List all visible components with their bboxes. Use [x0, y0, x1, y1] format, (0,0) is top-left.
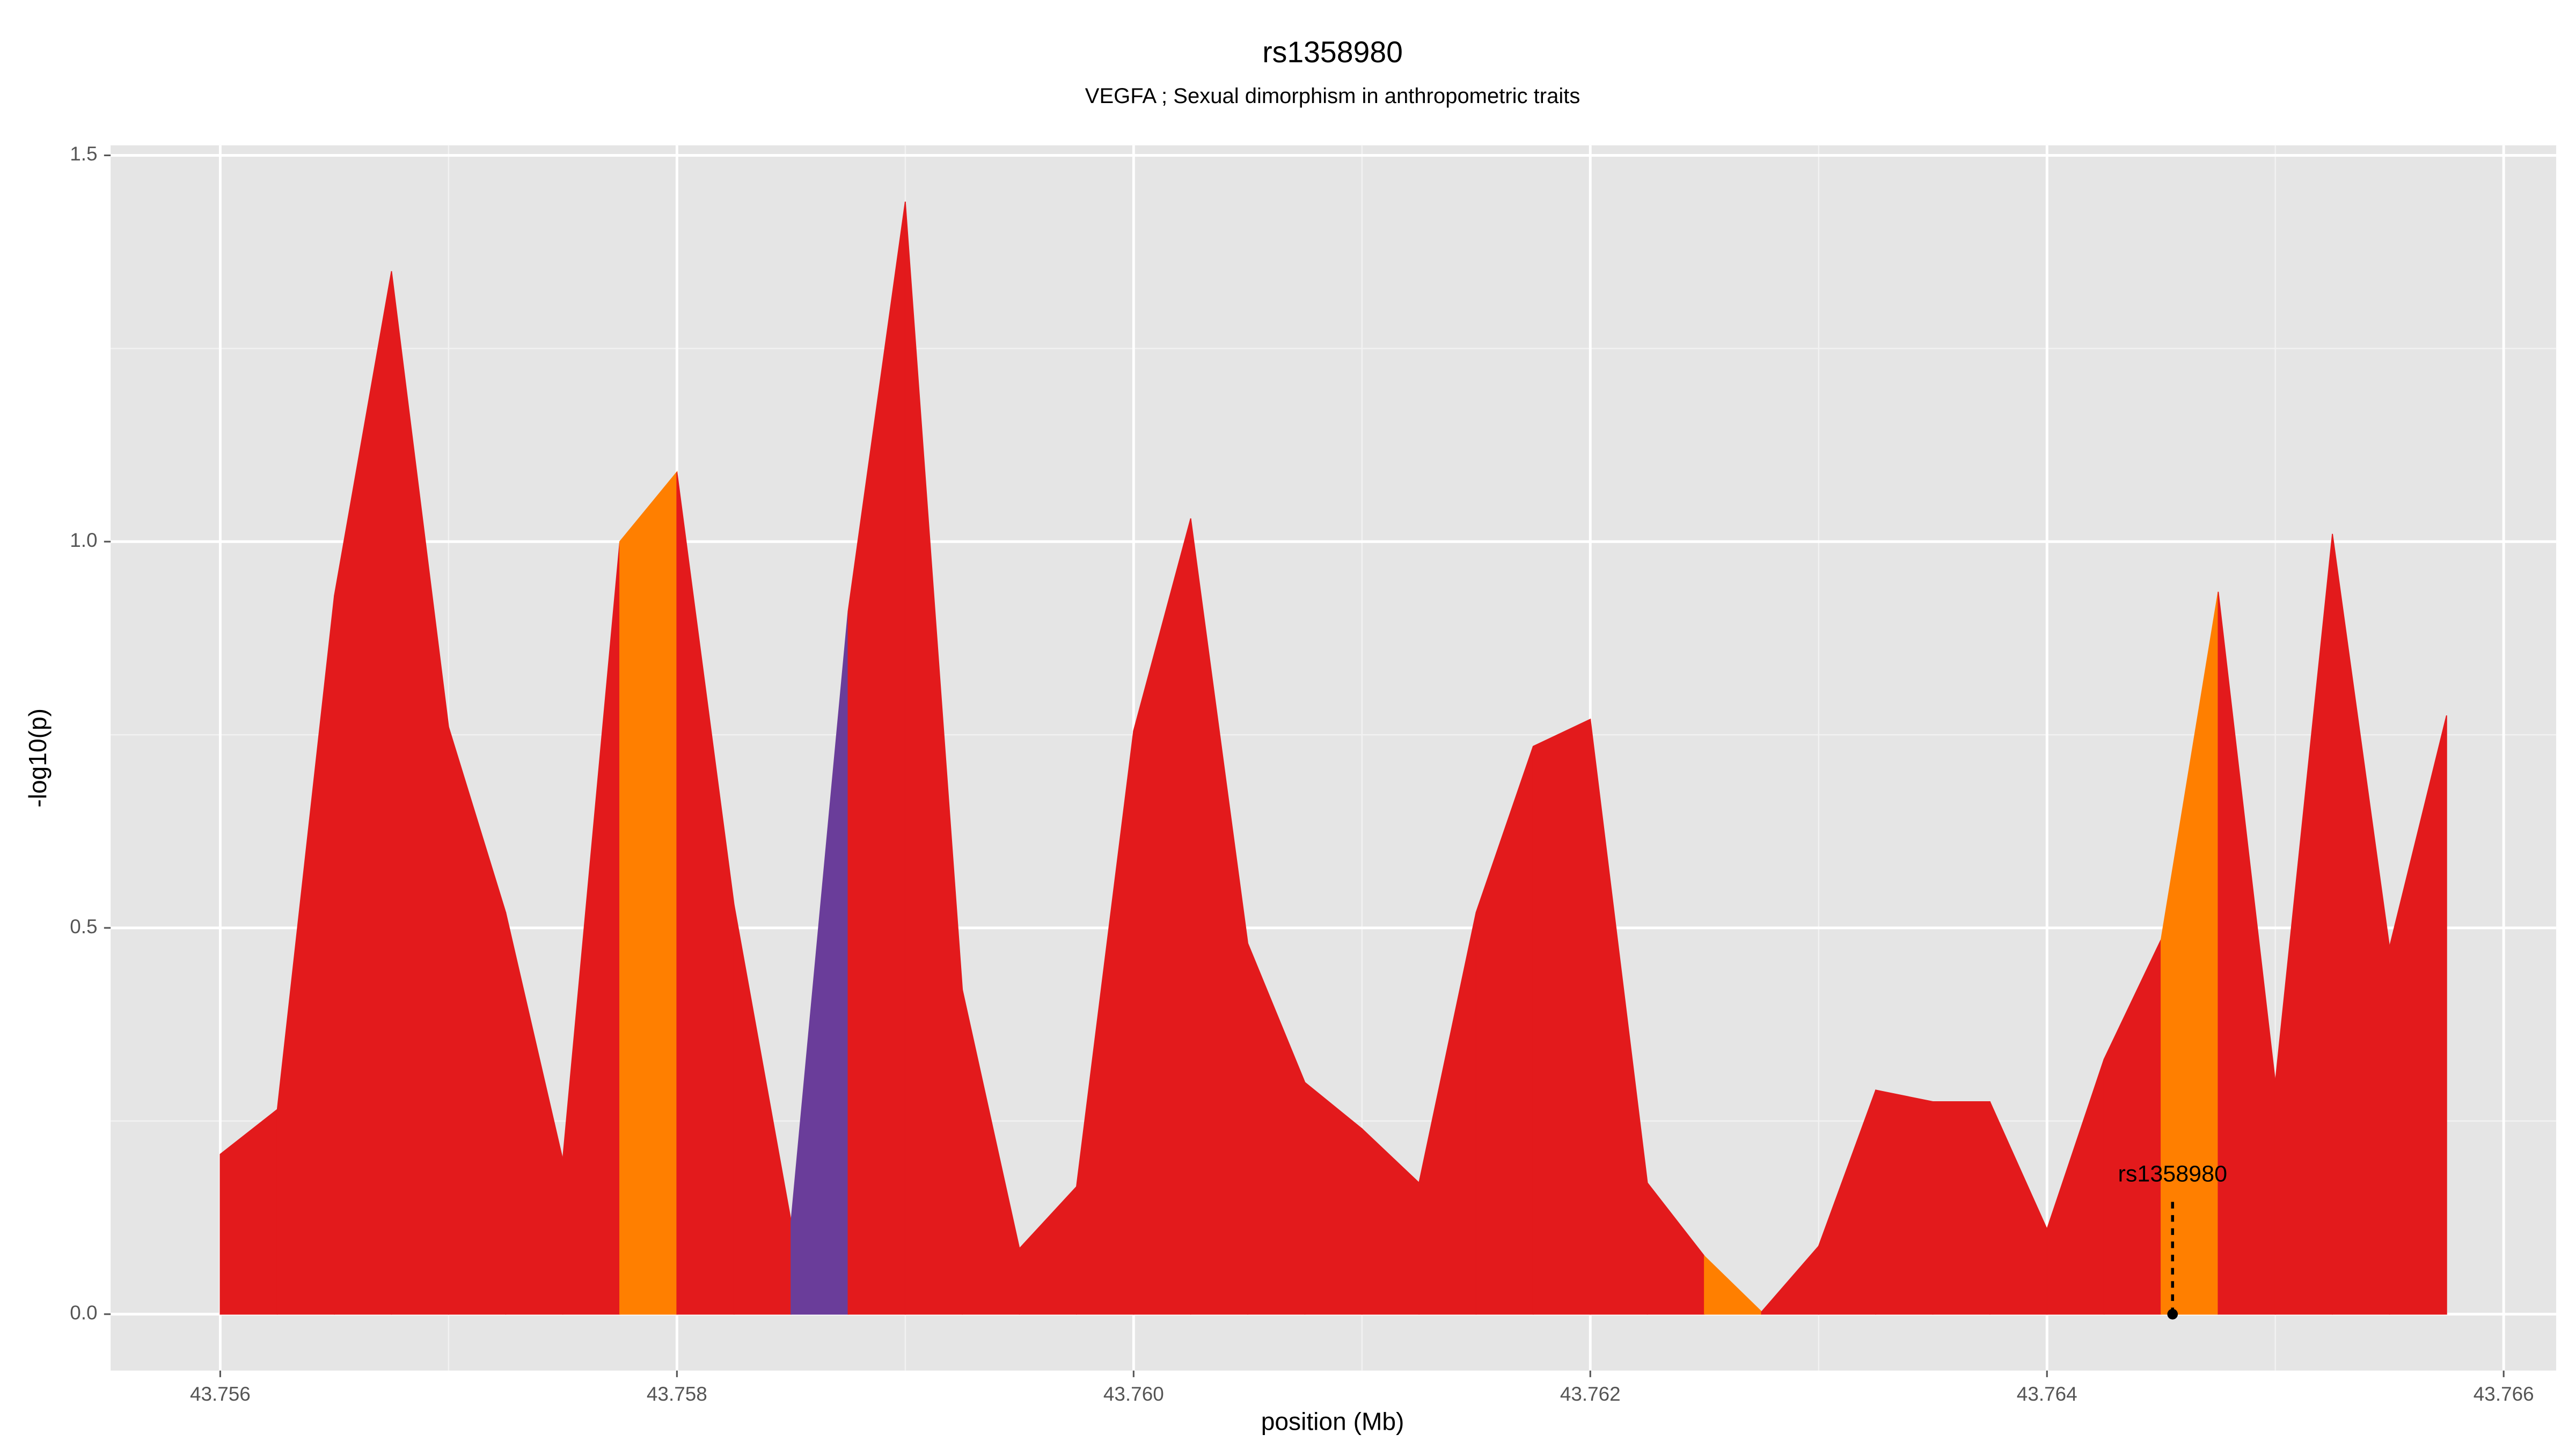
- x-tick-label: 43.760: [1103, 1383, 1164, 1405]
- area-segment: [2389, 715, 2447, 1315]
- y-axis-label: -log10(p): [24, 708, 52, 808]
- y-tick-label: 0.0: [70, 1302, 97, 1324]
- area-segment: [1932, 1101, 1990, 1315]
- x-tick-label: 43.766: [2473, 1383, 2534, 1405]
- x-tick-label: 43.764: [2017, 1383, 2077, 1405]
- x-tick-label: 43.762: [1560, 1383, 1621, 1405]
- x-tick-label: 43.758: [647, 1383, 707, 1405]
- area-segment: [1875, 1089, 1934, 1315]
- annotation-label: rs1358980: [2118, 1161, 2227, 1187]
- area-segment: [1532, 718, 1591, 1315]
- x-tick-label: 43.756: [190, 1383, 251, 1405]
- annotation-point: [2167, 1308, 2178, 1320]
- y-tick-label: 1.5: [70, 143, 97, 165]
- chart-subtitle: VEGFA ; Sexual dimorphism in anthropomet…: [1085, 84, 1580, 108]
- x-axis-label: position (Mb): [1261, 1407, 1404, 1435]
- y-tick-label: 1.0: [70, 529, 97, 551]
- chart-title: rs1358980: [1262, 35, 1403, 69]
- area-segment: [619, 471, 678, 1315]
- y-tick-label: 0.5: [70, 916, 97, 938]
